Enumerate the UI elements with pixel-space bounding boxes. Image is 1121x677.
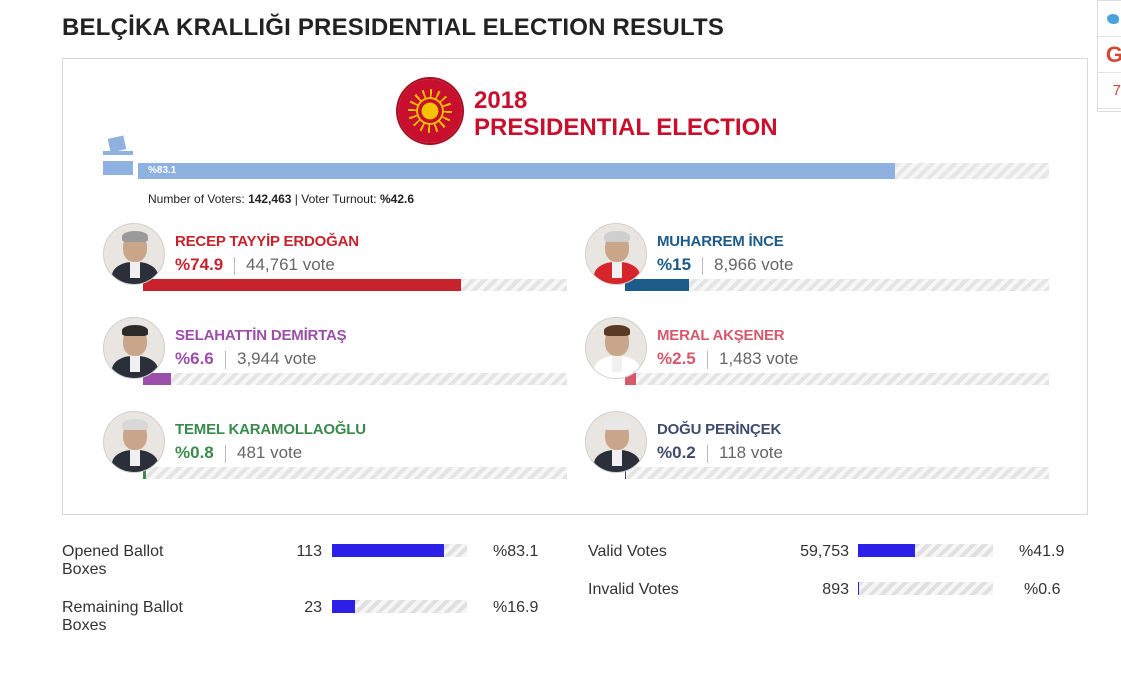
ballot-box-icon: [103, 135, 133, 175]
candidate-bar-fill: [143, 467, 147, 479]
stat-bar: [858, 582, 993, 595]
candidate-divider: [707, 445, 708, 463]
twitter-icon: [1107, 13, 1119, 24]
social-share-strip: G 7: [1097, 0, 1121, 112]
stat-bar-fill: [332, 600, 355, 613]
stat-label: Invalid Votes: [588, 581, 679, 598]
candidate-card: RECEP TAYYİP ERDOĞAN %74.9 44,761 vote: [103, 223, 567, 291]
candidate-divider: [234, 257, 235, 275]
share-count: 7: [1098, 73, 1121, 109]
candidate-divider: [225, 445, 226, 463]
opened-box-progress-fill: %83.1: [138, 163, 896, 179]
candidate-percent: %74.9: [175, 255, 224, 274]
candidate-percent: %0.2: [657, 443, 696, 462]
candidate-votes: 3,944 vote: [237, 349, 317, 368]
candidate-votes: 118 vote: [719, 443, 783, 462]
candidate-name: MERAL AKŞENER: [657, 327, 785, 344]
stat-percent: %0.6: [1024, 581, 1061, 598]
candidate-votes: 8,966 vote: [714, 255, 794, 274]
voters-summary: Number of Voters: 142,463 | Voter Turnou…: [148, 192, 414, 206]
stat-percent: %83.1: [493, 543, 539, 560]
stat-count: 23: [304, 599, 322, 616]
stat-percent: %16.9: [493, 599, 539, 616]
candidate-bar: [625, 373, 1049, 385]
stat-bar-fill: [858, 582, 860, 595]
candidate-divider: [225, 351, 226, 369]
stat-bar: [332, 600, 467, 613]
candidate-divider: [707, 351, 708, 369]
election-title: 2018 PRESIDENTIAL ELECTION: [474, 87, 778, 141]
candidate-name: SELAHATTİN DEMİRTAŞ: [175, 327, 347, 344]
candidate-bar: [625, 467, 1049, 479]
stat-bar-fill: [332, 544, 445, 557]
candidate-card: MUHARREM İNCE %15 8,966 vote: [585, 223, 1049, 291]
share-count-value: 7: [1112, 82, 1121, 99]
candidate-name: TEMEL KARAMOLLAOĞLU: [175, 421, 366, 438]
opened-box-progress-bar: %83.1: [138, 163, 1049, 179]
election-name: PRESIDENTIAL ELECTION: [474, 114, 778, 141]
candidate-bar: [143, 373, 567, 385]
presidential-seal-icon: [398, 79, 462, 143]
stat-label: Remaining Ballot Boxes: [62, 599, 183, 634]
candidate-card: SELAHATTİN DEMİRTAŞ %6.6 3,944 vote: [103, 317, 567, 385]
candidate-percent: %6.6: [175, 349, 214, 368]
candidate-name: DOĞU PERİNÇEK: [657, 421, 782, 438]
stat-count: 113: [296, 543, 322, 560]
candidate-bar-fill: [625, 373, 636, 385]
google-share[interactable]: G: [1098, 37, 1121, 73]
candidate-photo: [585, 317, 647, 379]
stat-label: Valid Votes: [588, 543, 667, 560]
google-icon: G: [1106, 42, 1121, 68]
candidate-card: DOĞU PERİNÇEK %0.2 118 vote: [585, 411, 1049, 479]
twitter-share[interactable]: [1098, 1, 1121, 37]
candidate-votes: 44,761 vote: [246, 255, 335, 274]
candidate-percent: %2.5: [657, 349, 696, 368]
candidate-photo: [103, 317, 165, 379]
stat-count: 893: [822, 581, 849, 598]
candidate-bar: [143, 279, 567, 291]
candidate-photo: [585, 411, 647, 473]
candidate-votes: 1,483 vote: [719, 349, 799, 368]
stat-bar: [332, 544, 467, 557]
candidate-card: MERAL AKŞENER %2.5 1,483 vote: [585, 317, 1049, 385]
candidate-photo: [103, 411, 165, 473]
stat-bar-fill: [858, 544, 915, 557]
voters-separator: |: [291, 192, 302, 206]
candidate-votes: 481 vote: [237, 443, 303, 462]
opened-box-progress-label: %83.1: [148, 165, 177, 176]
turnout-label: Voter Turnout:: [301, 192, 377, 206]
candidate-card: TEMEL KARAMOLLAOĞLU %0.8 481 vote: [103, 411, 567, 479]
candidate-name: RECEP TAYYİP ERDOĞAN: [175, 233, 359, 250]
candidate-bar-fill: [625, 279, 689, 291]
candidate-bar-fill: [625, 467, 626, 479]
candidate-divider: [702, 257, 703, 275]
stat-label: Opened Ballot Boxes: [62, 543, 164, 578]
results-panel: 2018 PRESIDENTIAL ELECTION %83.1 Number …: [62, 58, 1088, 515]
election-year: 2018: [474, 87, 528, 114]
voters-label: Number of Voters:: [148, 192, 245, 206]
candidate-name: MUHARREM İNCE: [657, 233, 784, 250]
voters-value: 142,463: [248, 192, 292, 206]
page-title: BELÇİKA KRALLIĞI PRESIDENTIAL ELECTION R…: [62, 14, 725, 41]
candidate-percent: %0.8: [175, 443, 214, 462]
candidate-bar: [625, 279, 1049, 291]
stat-percent: %41.9: [1019, 543, 1065, 560]
candidate-photo: [103, 223, 165, 285]
candidate-photo: [585, 223, 647, 285]
stat-bar: [858, 544, 993, 557]
candidate-bar: [143, 467, 567, 479]
stat-count: 59,753: [800, 543, 849, 560]
candidate-bar-fill: [143, 279, 461, 291]
candidate-percent: %15: [657, 255, 692, 274]
turnout-value: %42.6: [379, 192, 415, 206]
